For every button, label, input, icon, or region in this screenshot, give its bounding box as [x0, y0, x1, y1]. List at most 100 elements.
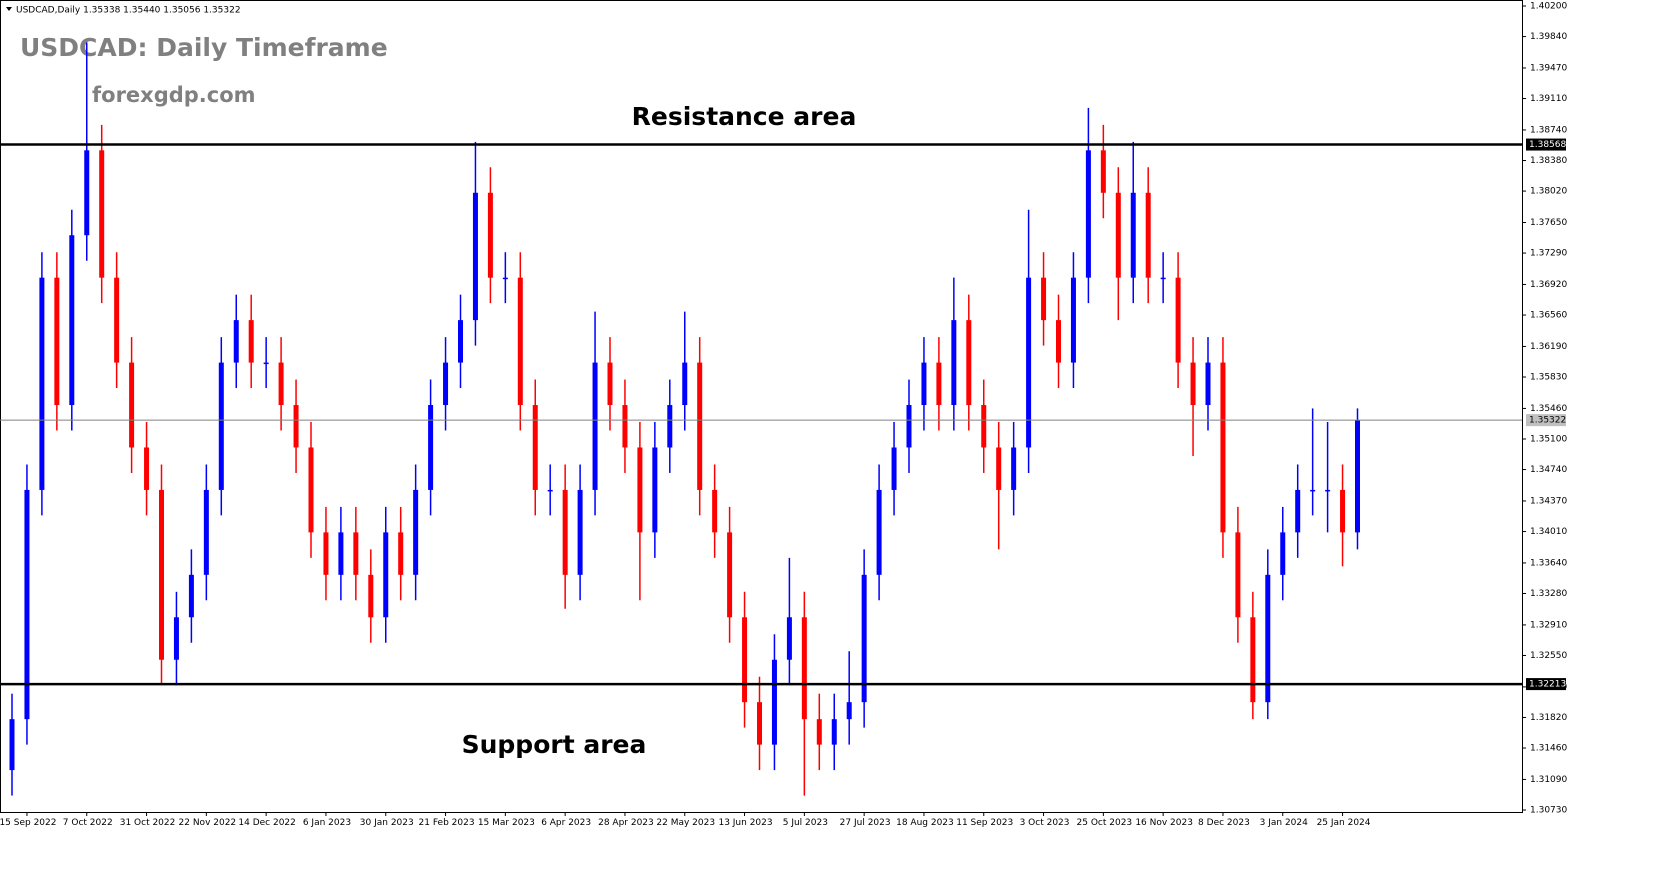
candle-body: [951, 320, 957, 406]
y-tick-label: 1.35460: [1530, 404, 1567, 414]
candle-body: [1355, 420, 1360, 533]
x-tick-label: 6 Jan 2023: [303, 818, 351, 828]
candle-body: [218, 362, 224, 490]
candle-body: [54, 277, 60, 406]
candle-body: [99, 150, 105, 278]
candle-body: [248, 320, 254, 363]
x-tick-label: 16 Nov 2023: [1135, 818, 1193, 828]
y-tick-label: 1.35830: [1530, 373, 1567, 383]
candle-body: [383, 532, 389, 618]
candle-body: [846, 702, 852, 720]
candle-body: [697, 362, 703, 490]
candle-body: [801, 617, 807, 720]
chart-subtitle: forexgdp.com: [92, 83, 256, 107]
y-tick-label: 1.34740: [1530, 465, 1567, 475]
candle-body: [502, 277, 508, 280]
y-tick-label: 1.39470: [1530, 63, 1567, 73]
candle-body: [742, 617, 748, 703]
candle-body: [1175, 277, 1181, 363]
level-label: Support area: [462, 730, 647, 759]
candle-body: [816, 719, 822, 745]
candle-body: [24, 489, 30, 720]
level-tag: [1526, 138, 1566, 151]
candle-body: [487, 192, 493, 278]
candle-body: [981, 405, 987, 448]
x-tick-label: 28 Apr 2023: [598, 818, 654, 828]
candle-body: [1100, 150, 1106, 193]
candle-body: [233, 320, 239, 363]
x-tick-label: 8 Dec 2023: [1198, 818, 1250, 828]
y-tick-label: 1.38020: [1530, 187, 1567, 197]
y-tick-label: 1.37290: [1530, 249, 1567, 259]
candle-body: [876, 489, 882, 575]
y-tick-label: 1.31090: [1530, 775, 1567, 785]
candle-body: [652, 447, 658, 533]
candle-body: [443, 362, 449, 406]
candle-body: [667, 405, 673, 448]
y-tick-label: 1.36560: [1530, 311, 1567, 321]
candle-body: [472, 192, 478, 321]
candle-body: [1085, 150, 1091, 278]
level-label: Resistance area: [632, 102, 857, 131]
candle-body: [263, 362, 269, 365]
candle-body: [831, 719, 837, 745]
candle-body: [428, 405, 434, 490]
x-tick-label: 18 Aug 2023: [896, 818, 954, 828]
candle-body: [547, 489, 553, 492]
y-tick-label: 1.34010: [1530, 527, 1567, 537]
x-tick-label: 27 Jul 2023: [840, 818, 891, 828]
candle-body: [368, 574, 374, 618]
candle-body: [712, 489, 718, 533]
price-tag-label: 1.35322: [1529, 416, 1566, 426]
candle-body: [1340, 489, 1346, 533]
header: USDCAD,Daily 1.35338 1.35440 1.35056 1.3…: [16, 6, 241, 16]
y-tick-label: 1.38740: [1530, 125, 1567, 135]
candle-body: [1205, 362, 1211, 406]
y-tick-label: 1.37650: [1530, 218, 1567, 228]
plot-frame: [0, 0, 1523, 813]
candle-body: [592, 362, 598, 490]
x-tick-label: 15 Mar 2023: [478, 818, 535, 828]
candle-body: [69, 235, 75, 406]
x-tick-label: 21 Feb 2023: [419, 818, 475, 828]
candle-body: [353, 532, 359, 575]
candle-body: [1041, 277, 1047, 321]
x-tick-label: 13 Jun 2023: [718, 818, 772, 828]
candle-body: [338, 532, 344, 575]
candle-body: [607, 362, 613, 406]
level-tag-label: 1.32213: [1529, 680, 1566, 690]
x-tick-label: 25 Jan 2024: [1317, 818, 1371, 828]
x-tick-label: 22 May 2023: [656, 818, 715, 828]
x-tick-label: 25 Oct 2023: [1077, 818, 1133, 828]
candle-body: [1220, 362, 1226, 533]
y-tick-label: 1.39840: [1530, 32, 1567, 42]
candle-body: [682, 362, 688, 406]
x-tick-label: 14 Dec 2022: [238, 818, 296, 828]
x-tick-label: 3 Oct 2023: [1020, 818, 1070, 828]
candle-body: [1235, 532, 1241, 618]
candle-body: [398, 532, 404, 575]
header-icon: [6, 7, 12, 11]
x-tick-label: 22 Nov 2022: [179, 818, 237, 828]
candle-body: [996, 447, 1002, 490]
candle-body: [637, 447, 643, 533]
candle-body: [786, 617, 792, 660]
candle-body: [84, 150, 90, 236]
candle-body: [771, 659, 777, 745]
candle-body: [577, 489, 583, 575]
y-tick-label: 1.38380: [1530, 156, 1567, 166]
x-tick-label: 5 Jul 2023: [783, 818, 828, 828]
candle-body: [159, 489, 164, 660]
candle-body: [129, 362, 135, 448]
candle-body: [1160, 277, 1166, 280]
y-tick-label: 1.31460: [1530, 744, 1567, 754]
candle-body: [1190, 362, 1196, 406]
x-tick-label: 15 Sep 2022: [0, 818, 56, 828]
candle-body: [1145, 192, 1151, 278]
candle-body: [188, 574, 194, 618]
candle-body: [622, 405, 628, 448]
candle-body: [1280, 532, 1286, 575]
candle-body: [203, 489, 209, 575]
candle-body: [727, 532, 733, 618]
candle-body: [1310, 489, 1316, 492]
